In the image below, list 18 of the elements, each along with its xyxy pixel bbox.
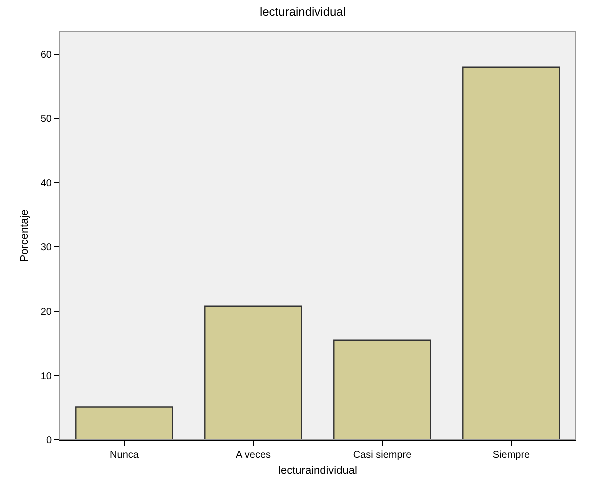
y-tick-label: 50 (40, 114, 52, 126)
y-tick-label: 10 (40, 371, 52, 382)
x-tick-label: Casi siempre (353, 450, 412, 461)
x-tick-label: A veces (236, 450, 272, 461)
bar (76, 406, 174, 440)
x-tick-label: Siempre (492, 450, 531, 461)
y-tick-label: 40 (40, 178, 52, 190)
bar (204, 306, 302, 440)
y-axis-title: Porcentaje (19, 210, 31, 262)
bar (334, 340, 432, 440)
x-tick-label: Nunca (110, 450, 140, 461)
y-tick-label: 20 (40, 307, 52, 318)
y-tick-label: 30 (40, 242, 52, 254)
y-tick-label: 0 (46, 436, 52, 446)
bar (462, 66, 560, 440)
y-tick-label: 60 (40, 50, 52, 61)
x-axis-title: lecturaindividual (278, 465, 358, 478)
chart-title: lecturaindividual (260, 4, 346, 19)
